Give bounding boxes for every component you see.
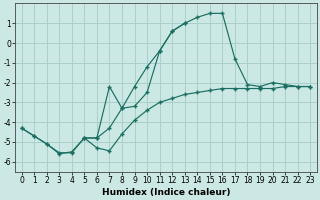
X-axis label: Humidex (Indice chaleur): Humidex (Indice chaleur) bbox=[102, 188, 230, 197]
